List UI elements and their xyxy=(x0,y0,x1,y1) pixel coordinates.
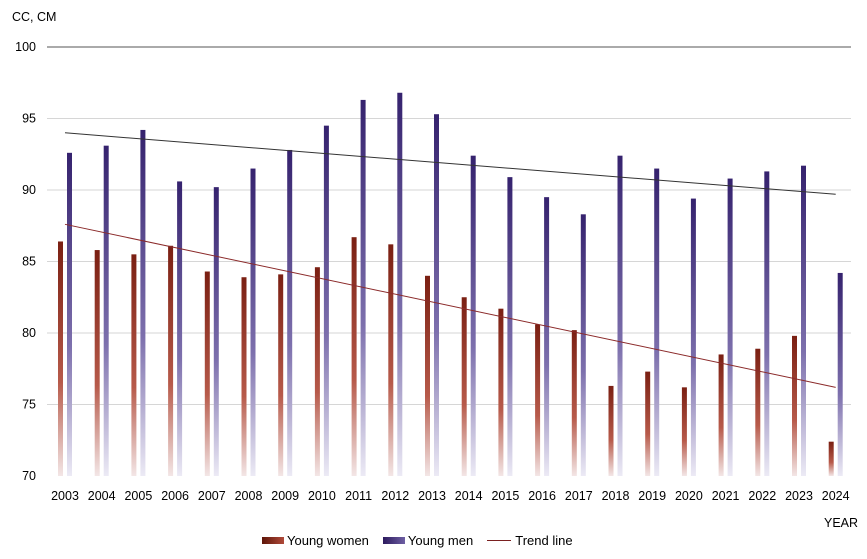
bar-young-women-2016 xyxy=(535,324,541,476)
bar-young-men-2013 xyxy=(434,114,439,477)
y-tick-95: 95 xyxy=(22,112,36,126)
x-tick-2022: 2022 xyxy=(748,489,776,503)
legend-item-young-women: Young women xyxy=(262,533,369,548)
bar-young-men-2019 xyxy=(654,168,660,477)
y-axis-label: CC, CM xyxy=(12,10,56,24)
bar-young-men-2004 xyxy=(103,145,109,477)
bar-young-women-2019 xyxy=(645,371,651,476)
legend-label-trend-line: Trend line xyxy=(515,533,573,548)
bar-young-women-2005 xyxy=(131,254,137,476)
bar-young-men-2018 xyxy=(617,155,623,476)
x-tick-labels: 2003 2004 2005 2006 2007 2008 2009 2010 2011 2012… xyxy=(51,489,850,503)
y-tick-85: 85 xyxy=(22,255,36,269)
bar-young-women-2003 xyxy=(58,241,63,476)
x-axis-label: YEAR xyxy=(824,516,858,530)
x-tick-2013: 2013 xyxy=(418,489,446,503)
x-tick-2018: 2018 xyxy=(602,489,630,503)
bar-young-men-2014 xyxy=(470,155,476,476)
y-tick-90: 90 xyxy=(22,183,36,197)
bar-young-women-2017 xyxy=(571,330,577,476)
x-tick-2021: 2021 xyxy=(712,489,740,503)
bar-young-men-2009 xyxy=(287,149,293,476)
bar-young-men-2003 xyxy=(67,152,72,476)
trend-line-young-women xyxy=(64,223,836,388)
y-tick-75: 75 xyxy=(22,398,36,412)
bar-young-men-2017 xyxy=(580,214,586,476)
trend-lines xyxy=(64,132,836,388)
bar-young-men-2023 xyxy=(801,165,806,476)
x-tick-2015: 2015 xyxy=(491,489,519,503)
bar-young-men-2024 xyxy=(837,272,843,476)
x-tick-2009: 2009 xyxy=(271,489,299,503)
bar-young-women-2023 xyxy=(792,335,797,476)
bar-young-women-2012 xyxy=(388,244,394,476)
legend-swatch-trend-line xyxy=(487,540,512,541)
bar-young-men-2011 xyxy=(360,99,366,476)
x-tick-2012: 2012 xyxy=(381,489,409,503)
legend: Young women Young men Trend line xyxy=(262,533,587,548)
y-tick-80: 80 xyxy=(22,326,36,340)
bar-young-women-2015 xyxy=(498,308,504,476)
bar-young-men-2020 xyxy=(690,198,696,476)
x-tick-2016: 2016 xyxy=(528,489,556,503)
y-tick-70: 70 xyxy=(22,469,36,483)
x-tick-2014: 2014 xyxy=(455,489,483,503)
bar-young-women-2024 xyxy=(828,441,834,476)
legend-swatch-young-women xyxy=(262,537,284,544)
bar-young-men-2016 xyxy=(544,197,550,476)
x-tick-2006: 2006 xyxy=(161,489,189,503)
legend-label-young-men: Young men xyxy=(407,533,474,548)
bar-young-men-2012 xyxy=(397,92,403,476)
trend-line-young-men xyxy=(64,132,836,195)
bar-young-women-2007 xyxy=(204,271,210,476)
bar-young-men-2007 xyxy=(213,187,219,476)
legend-item-trend-line: Trend line xyxy=(487,533,573,548)
bar-young-men-2005 xyxy=(140,129,146,476)
bar-young-men-2021 xyxy=(727,178,733,476)
legend-label-young-women: Young women xyxy=(287,533,369,548)
bar-young-women-2008 xyxy=(241,277,247,476)
bar-young-men-2008 xyxy=(250,168,256,477)
bar-young-women-2021 xyxy=(718,354,724,476)
y-tick-100: 100 xyxy=(15,40,36,54)
x-tick-2017: 2017 xyxy=(565,489,593,503)
x-tick-2023: 2023 xyxy=(785,489,813,503)
bar-young-men-2006 xyxy=(177,181,183,477)
x-tick-2003: 2003 xyxy=(51,489,79,503)
bar-young-women-2011 xyxy=(351,237,357,476)
legend-swatch-young-men xyxy=(382,537,405,544)
bar-young-women-2013 xyxy=(425,275,430,476)
x-tick-2024: 2024 xyxy=(822,489,850,503)
x-tick-2010: 2010 xyxy=(308,489,336,503)
bar-young-women-2010 xyxy=(314,267,320,476)
bar-young-women-2004 xyxy=(94,250,100,476)
bar-young-women-2018 xyxy=(608,385,614,476)
bar-young-women-2014 xyxy=(461,297,467,476)
x-tick-2005: 2005 xyxy=(124,489,152,503)
legend-item-young-men: Young men xyxy=(382,533,474,548)
bar-young-women-2020 xyxy=(681,387,687,476)
bar-young-men-2015 xyxy=(507,177,513,476)
bar-young-women-2006 xyxy=(168,245,174,476)
x-tick-2008: 2008 xyxy=(235,489,263,503)
bar-young-women-2022 xyxy=(755,348,761,476)
x-tick-2019: 2019 xyxy=(638,489,666,503)
bar-young-women-2009 xyxy=(278,274,284,476)
x-tick-2011: 2011 xyxy=(345,489,372,503)
y-tick-labels: 70 75 80 85 90 95 100 xyxy=(15,40,36,483)
x-tick-2004: 2004 xyxy=(88,489,116,503)
x-tick-2007: 2007 xyxy=(198,489,226,503)
bar-young-men-2010 xyxy=(323,125,329,477)
x-tick-2020: 2020 xyxy=(675,489,703,503)
bar-young-men-2022 xyxy=(764,171,770,476)
bars xyxy=(58,92,843,477)
